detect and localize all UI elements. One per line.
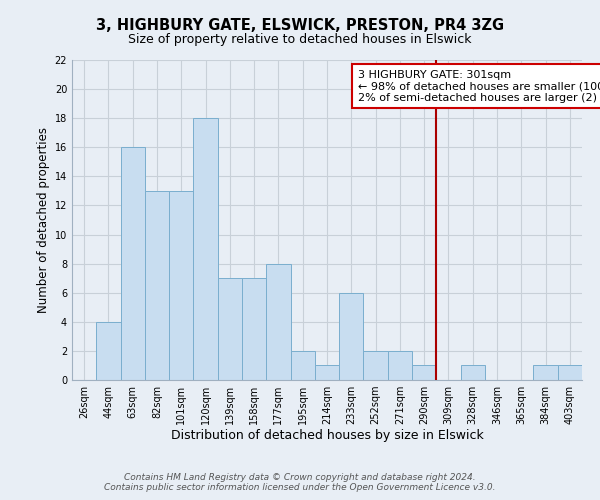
Bar <box>145 191 169 380</box>
Bar <box>96 322 121 380</box>
Text: 3 HIGHBURY GATE: 301sqm
← 98% of detached houses are smaller (100)
2% of semi-de: 3 HIGHBURY GATE: 301sqm ← 98% of detache… <box>358 70 600 103</box>
Text: 3, HIGHBURY GATE, ELSWICK, PRESTON, PR4 3ZG: 3, HIGHBURY GATE, ELSWICK, PRESTON, PR4 … <box>96 18 504 32</box>
Bar <box>364 351 388 380</box>
Bar <box>218 278 242 380</box>
Bar <box>558 366 582 380</box>
Bar <box>339 292 364 380</box>
Bar <box>169 191 193 380</box>
Bar <box>193 118 218 380</box>
Bar <box>121 148 145 380</box>
Bar <box>242 278 266 380</box>
Bar <box>266 264 290 380</box>
Bar <box>388 351 412 380</box>
Bar <box>461 366 485 380</box>
Bar <box>533 366 558 380</box>
Bar <box>315 366 339 380</box>
Bar <box>412 366 436 380</box>
Bar <box>290 351 315 380</box>
Text: Contains HM Land Registry data © Crown copyright and database right 2024.
Contai: Contains HM Land Registry data © Crown c… <box>104 473 496 492</box>
Y-axis label: Number of detached properties: Number of detached properties <box>37 127 50 313</box>
X-axis label: Distribution of detached houses by size in Elswick: Distribution of detached houses by size … <box>170 428 484 442</box>
Text: Size of property relative to detached houses in Elswick: Size of property relative to detached ho… <box>128 32 472 46</box>
